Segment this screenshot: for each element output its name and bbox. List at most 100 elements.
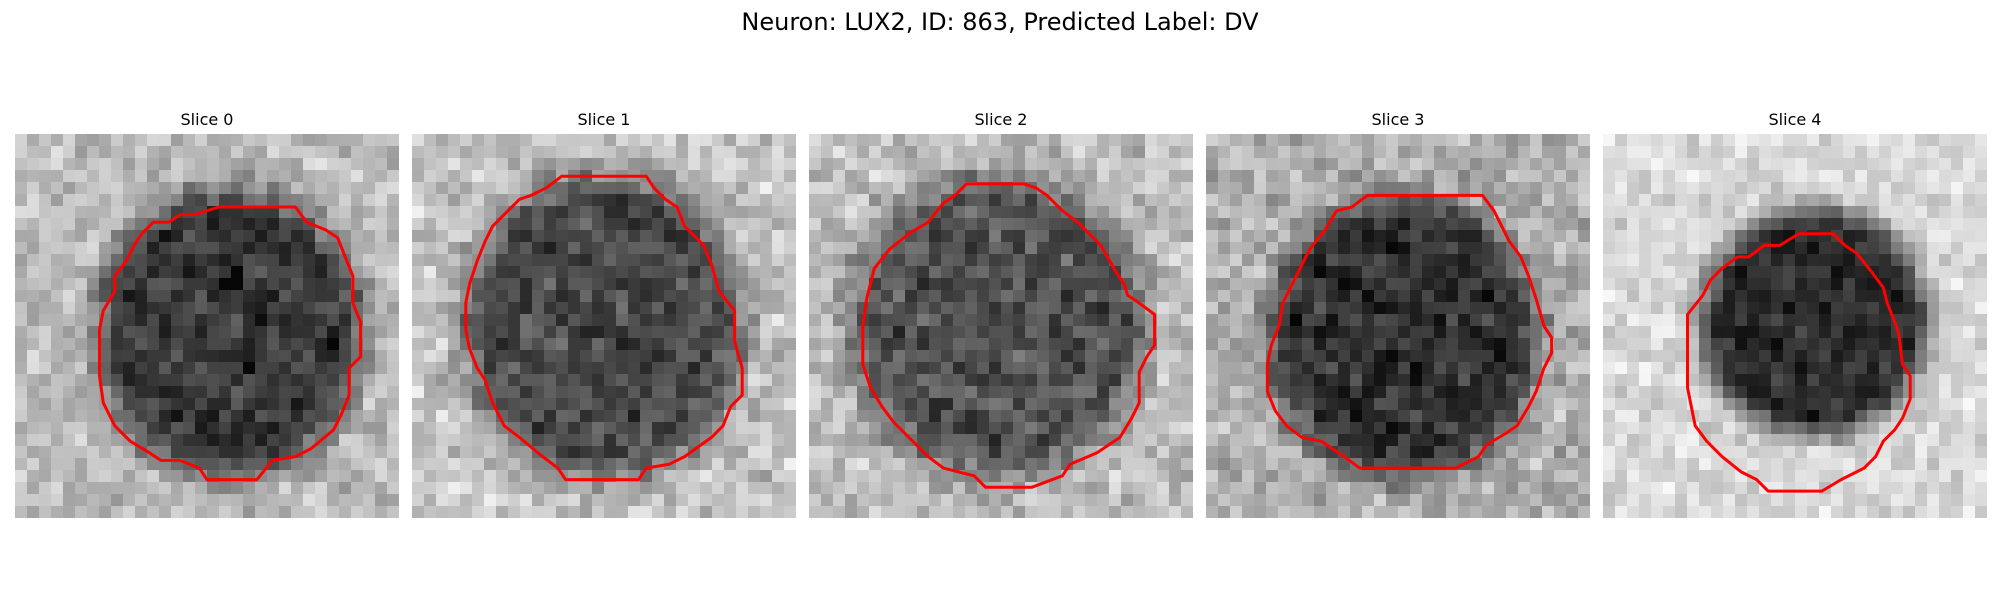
slice-pixel: [532, 314, 545, 327]
slice-pixel: [532, 362, 545, 375]
slice-pixel: [736, 182, 749, 195]
slice-pixel: [1819, 422, 1832, 435]
slice-pixel: [833, 302, 846, 315]
slice-pixel: [1037, 470, 1050, 483]
slice-pixel: [1242, 134, 1255, 147]
slice-pixel: [520, 362, 533, 375]
slice-pixel: [1290, 446, 1303, 459]
slice-pixel: [941, 398, 954, 411]
slice-pixel: [1831, 278, 1844, 291]
slice-pixel: [941, 206, 954, 219]
slice-pixel: [1951, 134, 1964, 147]
slice-pixel: [1422, 302, 1435, 315]
slice-pixel: [1963, 134, 1976, 147]
slice-pixel: [1530, 194, 1543, 207]
slice-pixel: [604, 314, 617, 327]
slice-pixel: [652, 230, 665, 243]
slice-pixel: [1771, 158, 1784, 171]
slice-pixel: [1615, 278, 1628, 291]
slice-pixel: [1073, 158, 1086, 171]
slice-pixel: [628, 278, 641, 291]
slice-pixel: [424, 506, 437, 518]
slice-pixel: [1181, 230, 1193, 243]
slice-pixel: [1121, 134, 1134, 147]
slice-pixel: [1795, 182, 1808, 195]
slice-pixel: [303, 170, 316, 183]
slice-pixel: [267, 338, 280, 351]
slice-pixel: [1218, 374, 1231, 387]
slice-pixel: [652, 350, 665, 363]
slice-pixel: [1049, 170, 1062, 183]
slice-pixel: [375, 206, 388, 219]
slice-pixel: [1109, 290, 1122, 303]
slice-pixel: [1001, 470, 1014, 483]
slice-pixel: [1578, 182, 1590, 195]
slice-pixel: [977, 158, 990, 171]
slice-pixel: [1422, 470, 1435, 483]
slice-pixel: [556, 206, 569, 219]
slice-pixel: [1819, 134, 1832, 147]
slice-pixel: [1819, 278, 1832, 291]
slice-pixel: [1735, 206, 1748, 219]
slice-pixel: [712, 362, 725, 375]
slice-pixel: [845, 350, 858, 363]
slice-pixel: [1013, 302, 1026, 315]
slice-pixel: [1157, 494, 1170, 507]
slice-pixel: [580, 302, 593, 315]
slice-pixel: [63, 410, 76, 423]
slice-pixel: [1073, 266, 1086, 279]
slice-pixel: [1675, 170, 1688, 183]
slice-pixel: [1206, 266, 1219, 279]
slice-pixel: [977, 422, 990, 435]
slice-pixel: [784, 302, 796, 315]
slice-pixel: [1338, 134, 1351, 147]
slice-pixel: [1181, 434, 1193, 447]
slice-pixel: [436, 170, 449, 183]
slice-pixel: [1434, 362, 1447, 375]
slice-pixel: [267, 386, 280, 399]
slice-pixel: [1939, 350, 1952, 363]
slice-pixel: [1422, 134, 1435, 147]
slice-pixel: [965, 446, 978, 459]
slice-pixel: [1133, 422, 1146, 435]
slice-pixel: [1482, 314, 1495, 327]
slice-pixel: [760, 458, 773, 471]
slice-pixel: [772, 386, 785, 399]
slice-pixel: [1903, 206, 1916, 219]
slice-pixel: [1578, 266, 1590, 279]
slice-pixel: [448, 506, 461, 518]
slice-pixel: [1206, 410, 1219, 423]
figure-title: Neuron: LUX2, ID: 863, Predicted Label: …: [741, 8, 1259, 36]
slice-pixel: [845, 314, 858, 327]
slice-pixel: [1446, 266, 1459, 279]
slice-pixel: [183, 422, 196, 435]
slice-pixel: [772, 458, 785, 471]
slice-pixel: [688, 266, 701, 279]
slice-pixel: [159, 470, 172, 483]
slice-pixel: [1663, 146, 1676, 159]
slice-pixel: [1687, 434, 1700, 447]
slice-pixel: [1627, 398, 1640, 411]
slice-pixel: [1771, 218, 1784, 231]
slice-pixel: [604, 206, 617, 219]
slice-pixel: [1795, 362, 1808, 375]
slice-pixel: [1446, 326, 1459, 339]
slice-pixel: [1915, 170, 1928, 183]
slice-pixel: [1903, 218, 1916, 231]
slice-pixel: [688, 254, 701, 267]
slice-pixel: [472, 374, 485, 387]
slice-pixel: [1085, 290, 1098, 303]
slice-pixel: [760, 302, 773, 315]
slice-pixel: [1061, 386, 1074, 399]
slice-pixel: [219, 290, 232, 303]
slice-pixel: [628, 494, 641, 507]
slice-pixel: [520, 458, 533, 471]
slice-pixel: [640, 158, 653, 171]
slice-pixel: [1603, 302, 1616, 315]
slice-pixel: [436, 314, 449, 327]
slice-pixel: [135, 146, 148, 159]
slice-pixel: [893, 410, 906, 423]
slice-pixel: [1218, 158, 1231, 171]
slice-pixel: [1867, 146, 1880, 159]
slice-pixel: [941, 410, 954, 423]
